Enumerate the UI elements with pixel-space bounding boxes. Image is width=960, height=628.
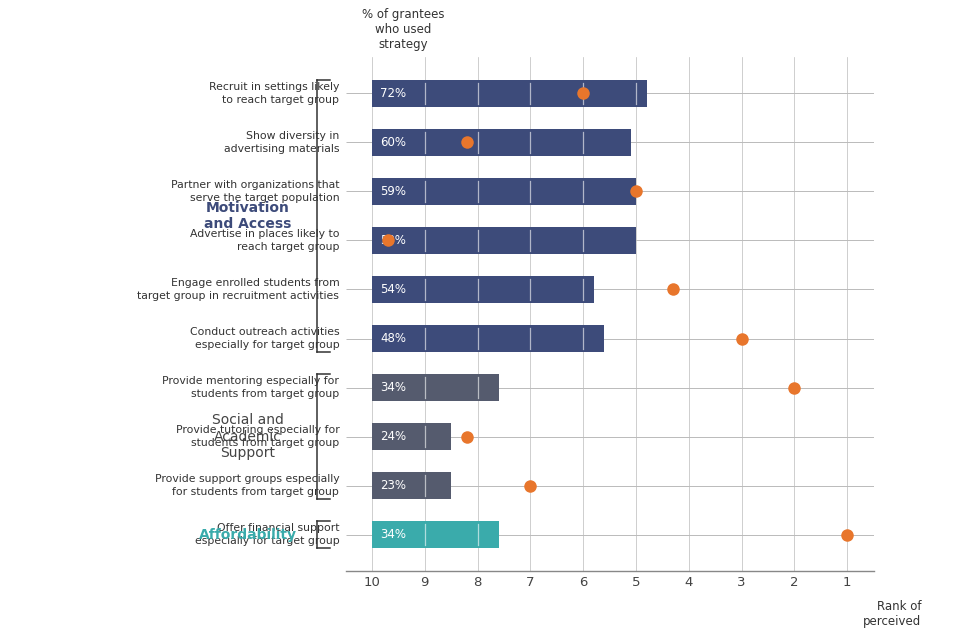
Text: Show diversity in
advertising materials: Show diversity in advertising materials: [224, 131, 339, 154]
Bar: [372, 325, 605, 352]
Text: Provide support groups especially
for students from target group: Provide support groups especially for st…: [155, 474, 339, 497]
Bar: [372, 472, 451, 499]
Bar: [372, 276, 593, 303]
Text: Offer financial support
especially for target group: Offer financial support especially for t…: [195, 523, 339, 546]
Bar: [372, 129, 631, 156]
Text: 34%: 34%: [380, 381, 406, 394]
Text: Engage enrolled students from
target group in recruitment activities: Engage enrolled students from target gro…: [137, 278, 339, 301]
Text: 48%: 48%: [380, 332, 406, 345]
Text: 72%: 72%: [380, 87, 406, 100]
Text: 24%: 24%: [380, 430, 406, 443]
Bar: [372, 374, 499, 401]
Bar: [372, 178, 636, 205]
Text: Recruit in settings likely
to reach target group: Recruit in settings likely to reach targ…: [209, 82, 339, 105]
Text: Provide tutoring especially for
students from target group: Provide tutoring especially for students…: [176, 425, 339, 448]
Text: Rank of
perceived
impact: Rank of perceived impact: [863, 600, 922, 628]
Bar: [372, 227, 636, 254]
Bar: [372, 80, 647, 107]
Text: 59%: 59%: [380, 185, 406, 198]
Bar: [372, 423, 451, 450]
Text: 60%: 60%: [380, 136, 406, 149]
Text: Social and
Academic
Support: Social and Academic Support: [212, 413, 284, 460]
Text: % of grantees
who used
strategy: % of grantees who used strategy: [363, 8, 444, 51]
Text: 58%: 58%: [380, 234, 406, 247]
Text: 54%: 54%: [380, 283, 406, 296]
Text: Provide mentoring especially for
students from target group: Provide mentoring especially for student…: [162, 376, 339, 399]
Text: Affordability: Affordability: [199, 528, 297, 542]
Text: 34%: 34%: [380, 528, 406, 541]
Bar: [372, 521, 499, 548]
Text: Advertise in places likely to
reach target group: Advertise in places likely to reach targ…: [190, 229, 339, 252]
Text: Motivation
and Access: Motivation and Access: [204, 201, 292, 231]
Text: Partner with organizations that
serve the target population: Partner with organizations that serve th…: [171, 180, 339, 203]
Text: Conduct outreach activities
especially for target group: Conduct outreach activities especially f…: [190, 327, 339, 350]
Text: 23%: 23%: [380, 479, 406, 492]
